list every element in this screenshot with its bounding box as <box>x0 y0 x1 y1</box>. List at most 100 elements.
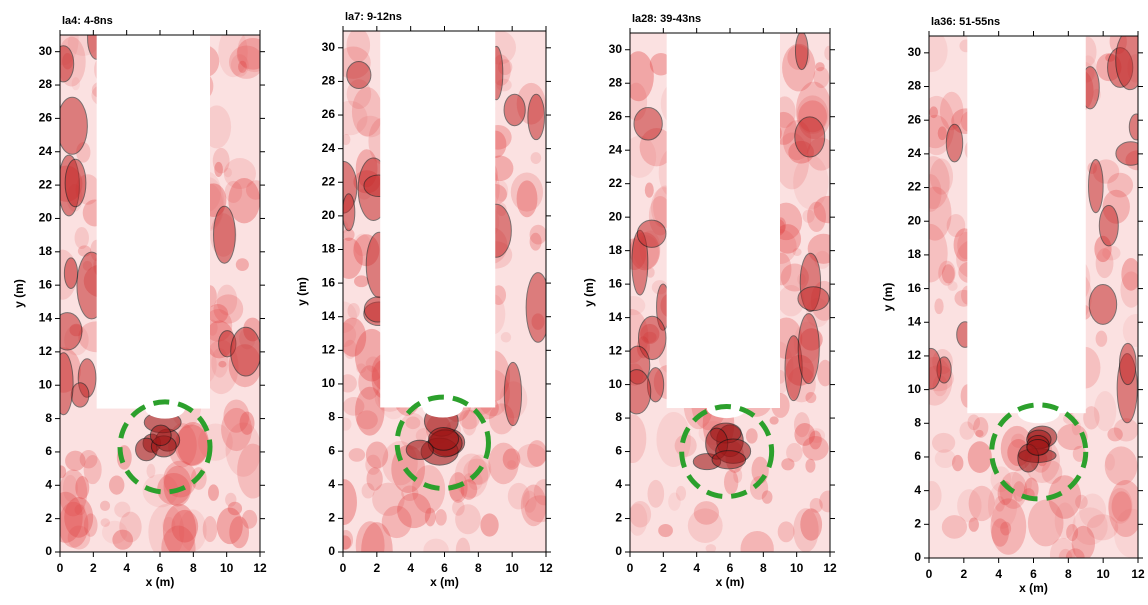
y-tick-label: 26 <box>609 109 623 123</box>
heat-blob <box>824 45 830 61</box>
heat-blob <box>675 485 687 501</box>
heat-blob <box>462 409 477 436</box>
heat-blob <box>229 516 250 549</box>
heat-blob <box>994 496 1005 512</box>
heat-blob <box>119 511 142 543</box>
heat-blob <box>356 115 384 138</box>
heat-blob <box>480 513 499 537</box>
heat-blob <box>60 465 67 479</box>
heat-blob <box>786 442 803 463</box>
x-tick-label: 12 <box>1131 567 1145 581</box>
heat-blob <box>630 51 654 102</box>
heat-blob <box>929 186 952 241</box>
heatmap <box>630 33 830 552</box>
heat-blob <box>941 515 968 539</box>
heat-blob <box>524 495 546 523</box>
heat-blob <box>171 509 199 543</box>
y-tick-label: 24 <box>609 142 623 156</box>
heat-blob <box>1058 548 1073 558</box>
x-axis-label: x (m) <box>146 575 175 589</box>
heat-blob <box>343 100 368 136</box>
heat-patch <box>343 193 356 232</box>
heat-blob <box>527 440 546 467</box>
heat-blob <box>163 460 197 498</box>
heat-blob <box>228 177 260 224</box>
x-tick-label: 6 <box>157 561 164 575</box>
heat-blob <box>100 518 110 527</box>
heat-blob <box>647 479 665 508</box>
heat-blob <box>819 490 830 513</box>
heat-blob <box>213 294 244 324</box>
heat-blob <box>355 386 385 436</box>
heat-blob <box>221 407 252 452</box>
heat-blob <box>64 497 94 538</box>
heat-blob <box>79 450 98 469</box>
heat-blob <box>530 152 542 165</box>
heat-patch <box>230 326 260 377</box>
heatmap <box>929 36 1138 558</box>
heat-patch <box>711 450 747 470</box>
heat-blob <box>343 339 357 359</box>
y-tick-label: 28 <box>39 77 53 91</box>
heat-blob <box>952 454 964 472</box>
heat-blob <box>343 374 357 393</box>
y-tick-label: 10 <box>322 376 336 390</box>
heat-patch <box>1098 204 1119 247</box>
heat-blob <box>522 490 537 513</box>
heat-blob <box>223 399 250 433</box>
chart-title: la28: 39-43ns <box>632 13 701 25</box>
highlight-circle <box>989 402 1089 502</box>
heat-blob <box>163 465 192 507</box>
heat-blob <box>529 232 542 251</box>
no-data-area <box>96 35 210 409</box>
heat-blob <box>793 412 810 438</box>
heat-blob <box>354 328 389 382</box>
x-tick-label: 12 <box>253 561 267 575</box>
heat-blob <box>1011 468 1032 498</box>
heat-blob <box>991 518 1009 547</box>
x-tick-label: 8 <box>475 561 482 575</box>
no-data-area <box>967 36 1086 414</box>
heat-blob <box>813 195 830 224</box>
heat-blob <box>1079 493 1107 528</box>
heat-blob <box>668 492 681 511</box>
heat-blob <box>343 317 367 357</box>
x-tick-label: 2 <box>90 561 97 575</box>
y-tick-label: 2 <box>615 511 622 525</box>
heat-blob <box>238 60 247 73</box>
y-tick-label: 24 <box>908 146 922 160</box>
heat-blob <box>1095 248 1114 279</box>
heat-patch <box>527 93 546 141</box>
heat-patch <box>945 123 964 163</box>
heatmap <box>60 35 260 552</box>
heat-patch <box>1088 159 1104 214</box>
x-tick-label: 10 <box>505 561 519 575</box>
heat-blob <box>941 264 955 284</box>
heat-patch <box>63 257 79 289</box>
heat-blob <box>366 467 383 491</box>
heat-blob <box>805 391 817 404</box>
y-tick-label: 30 <box>609 42 623 56</box>
heat-blob <box>355 363 367 374</box>
heat-blob <box>1072 445 1087 462</box>
highlight-circle <box>679 404 775 500</box>
y-tick-label: 16 <box>609 276 623 290</box>
heat-blob <box>381 505 412 539</box>
heat-blob <box>365 441 389 469</box>
heat-patch <box>1026 438 1050 456</box>
y-tick-label: 8 <box>914 415 921 429</box>
heat-blob <box>774 224 802 254</box>
heat-blob <box>202 516 218 543</box>
heat-blob <box>1107 487 1133 524</box>
heat-blob <box>216 284 238 316</box>
heat-blob <box>365 356 381 373</box>
heat-blob <box>237 35 260 73</box>
heat-blob <box>460 479 478 500</box>
x-tick-label: 10 <box>790 561 804 575</box>
y-axis-label: y (m) <box>295 277 309 306</box>
y-axis-label: y (m) <box>582 278 596 307</box>
heat-blob <box>1027 499 1064 547</box>
heat-blob <box>361 522 393 552</box>
heat-blob <box>176 421 210 467</box>
heat-blob <box>212 147 230 174</box>
